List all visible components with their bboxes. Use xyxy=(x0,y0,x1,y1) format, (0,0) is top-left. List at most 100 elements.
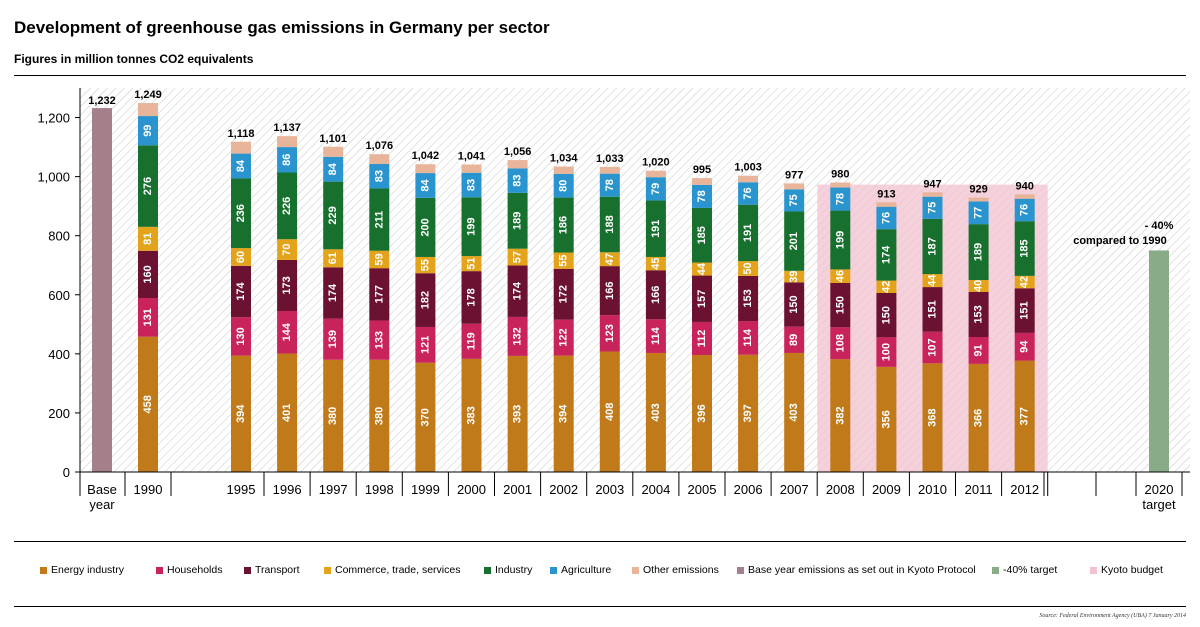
bar-segment xyxy=(323,146,344,157)
bar-segment xyxy=(876,202,897,207)
segment-value-label: 150 xyxy=(788,295,800,313)
bar-segment xyxy=(645,319,666,353)
bar-segment xyxy=(369,250,390,269)
segment-value-label: 401 xyxy=(281,404,293,422)
bar-segment xyxy=(369,359,390,472)
bar-segment xyxy=(922,363,943,472)
total-label: 1,056 xyxy=(504,146,532,158)
bar-segment xyxy=(599,173,620,197)
bar-group-1990: 458 131 160 81 276 99 1,249 xyxy=(134,89,162,472)
bar-segment xyxy=(507,265,528,317)
segment-value-label: 397 xyxy=(742,404,754,422)
y-tick-label: 600 xyxy=(48,288,70,303)
total-label: 1,020 xyxy=(642,157,670,169)
bar-segment xyxy=(461,164,482,173)
legend-item: Energy industry xyxy=(40,564,124,576)
top-rule xyxy=(14,75,1186,76)
segment-value-label: 39 xyxy=(788,270,800,282)
segment-value-label: 91 xyxy=(973,344,985,356)
bar-segment xyxy=(323,181,344,250)
bar-segment xyxy=(415,256,436,274)
segment-value-label: 86 xyxy=(281,154,293,166)
bar-segment xyxy=(599,266,620,316)
segment-value-label: 51 xyxy=(466,257,478,269)
bar-group-2000: 383 119 178 51 199 83 1,041 xyxy=(458,151,486,472)
total-label: 1,034 xyxy=(550,153,578,165)
bar-segment xyxy=(231,248,251,266)
segment-value-label: 83 xyxy=(466,179,478,191)
segment-value-label: 122 xyxy=(558,328,570,346)
bar-segment xyxy=(553,166,574,174)
bar-segment xyxy=(277,147,298,173)
legend-label: -40% target xyxy=(1003,564,1058,576)
legend-swatch xyxy=(632,566,639,574)
segment-value-label: 189 xyxy=(973,243,985,261)
segment-value-label: 408 xyxy=(604,403,616,421)
bar-segment xyxy=(231,317,251,356)
bar-segment xyxy=(692,321,712,356)
bar-segment xyxy=(138,336,158,472)
bar-segment xyxy=(692,178,712,185)
bar-segment xyxy=(461,256,482,272)
x-tick-label: 2011 xyxy=(965,482,993,497)
segment-value-label: 108 xyxy=(834,334,846,352)
segment-value-label: 94 xyxy=(1019,340,1031,353)
bar-group-2006: 397 114 153 50 191 76 1,003 xyxy=(734,162,762,472)
segment-value-label: 151 xyxy=(1019,301,1031,319)
legend-swatch xyxy=(244,566,251,574)
legend: Energy industry Households Transport Commer… xyxy=(40,564,1190,582)
segment-value-label: 79 xyxy=(650,183,662,195)
bar-segment xyxy=(968,197,989,202)
bar-group-1998: 380 133 177 59 211 83 1,076 xyxy=(366,140,393,472)
segment-value-label: 70 xyxy=(281,243,293,255)
total-label: 1,041 xyxy=(458,151,486,163)
bar-segment xyxy=(323,267,344,319)
bar-segment xyxy=(876,337,897,367)
bar-segment xyxy=(1014,360,1035,472)
legend-item: Industry xyxy=(484,564,532,576)
bar-segment xyxy=(138,250,158,299)
x-tick-label: 2010 xyxy=(918,482,947,497)
segment-value-label: 121 xyxy=(419,336,431,354)
segment-value-label: 76 xyxy=(742,187,754,199)
bar-segment xyxy=(830,359,851,472)
y-tick-label: 200 xyxy=(48,406,70,421)
bar-segment xyxy=(876,366,897,472)
bar-segment xyxy=(553,173,574,198)
emissions-chart: 0 200 400 600 800 1,000 1,200 1,232 458 131 160 81 2… xyxy=(37,88,1190,512)
x-tick-label: 2007 xyxy=(780,482,809,497)
segment-value-label: 229 xyxy=(327,206,339,224)
segment-value-label: 44 xyxy=(696,262,708,275)
segment-value-label: 84 xyxy=(235,159,247,172)
bar-segment xyxy=(784,189,805,212)
total-label: 980 xyxy=(831,169,849,181)
bar-segment xyxy=(138,116,158,146)
bar-segment xyxy=(830,182,851,188)
legend-swatch xyxy=(550,566,557,574)
bar-segment xyxy=(738,275,759,322)
bar-segment xyxy=(369,268,390,321)
x-tick-label: 2005 xyxy=(688,482,717,497)
bar-segment xyxy=(507,168,528,193)
bar-segment xyxy=(968,337,989,364)
segment-value-label: 123 xyxy=(604,324,616,342)
bar-segment xyxy=(645,170,666,178)
total-label: 1,033 xyxy=(596,153,624,165)
bar-group-2005: 396 112 157 44 185 78 995 xyxy=(692,164,712,472)
x-tick-label: 2020 xyxy=(1145,482,1174,497)
bar-segment xyxy=(692,207,712,263)
bar-segment xyxy=(645,270,666,320)
legend-swatch xyxy=(484,566,491,574)
segment-value-label: 187 xyxy=(927,237,939,255)
segment-value-label: 199 xyxy=(466,218,478,236)
x-tick-label: 2012 xyxy=(1010,482,1039,497)
legend-label: Households xyxy=(167,564,223,576)
segment-value-label: 84 xyxy=(419,178,431,191)
bar-segment xyxy=(784,352,805,472)
segment-value-label: 185 xyxy=(696,226,708,244)
bar-segment xyxy=(830,282,851,328)
bar-group-2007: 403 89 150 39 201 75 977 xyxy=(784,169,805,472)
segment-value-label: 77 xyxy=(973,207,985,219)
bar-segment xyxy=(553,197,574,253)
x-tick-label: 1996 xyxy=(273,482,302,497)
